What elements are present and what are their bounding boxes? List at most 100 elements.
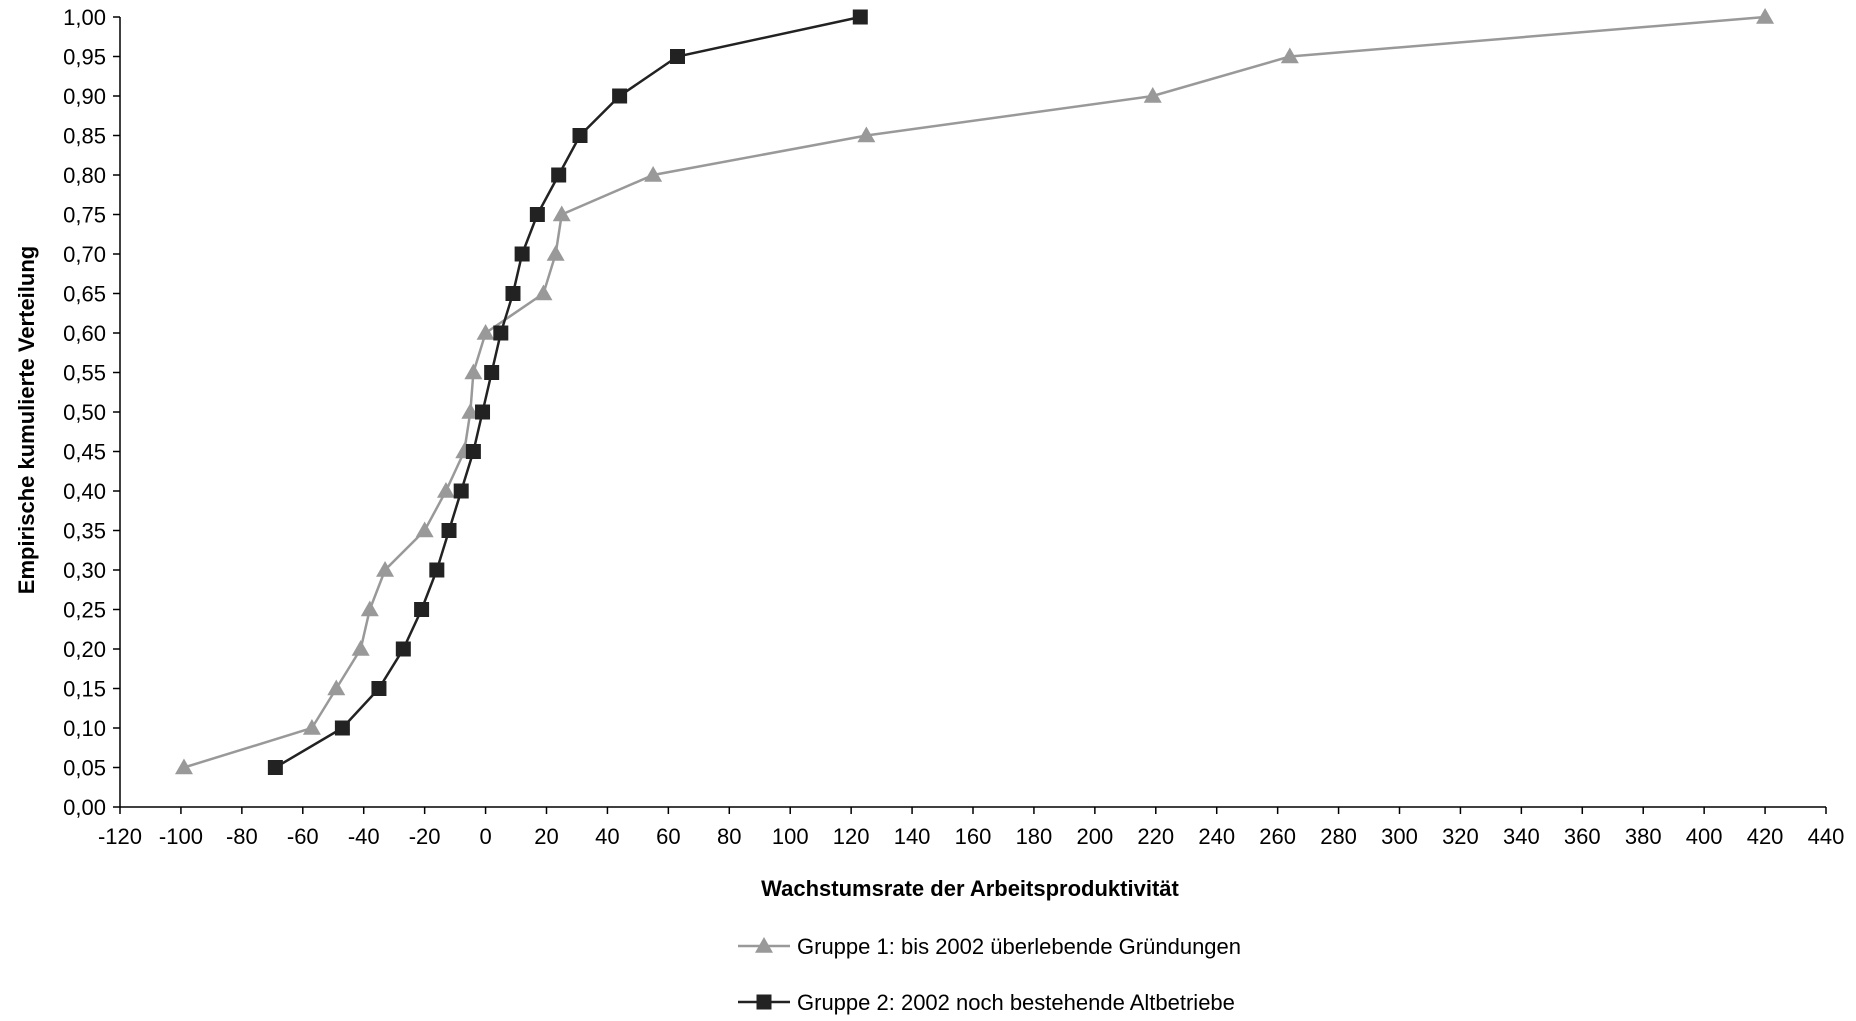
x-tick-label: 360: [1564, 824, 1601, 849]
x-tick-label: 120: [833, 824, 870, 849]
data-point-2: [505, 286, 521, 301]
data-point-2: [371, 681, 387, 696]
x-tick-label: 80: [717, 824, 741, 849]
data-point-1: [644, 166, 663, 182]
y-tick-label: 0,60: [63, 321, 106, 346]
data-point-2: [453, 483, 469, 499]
legend-marker-2: [756, 994, 772, 1010]
series-group-1: [174, 8, 1775, 775]
y-tick-label: 0,55: [63, 361, 106, 386]
data-point-2: [493, 325, 509, 341]
x-tick-label: 100: [772, 824, 809, 849]
data-point-2: [334, 720, 350, 736]
x-tick-label: -40: [348, 824, 380, 849]
data-point-2: [429, 562, 445, 578]
y-tick-label: 0,50: [63, 400, 106, 425]
x-tick-label: 40: [595, 824, 619, 849]
x-tick-label: 60: [656, 824, 680, 849]
data-point-1: [436, 482, 455, 498]
x-tick-label: 20: [534, 824, 558, 849]
y-tick-label: 0,25: [63, 598, 106, 623]
x-tick-label: 180: [1016, 824, 1053, 849]
y-tick-label: 0,85: [63, 124, 106, 149]
x-tick-label: -60: [287, 824, 319, 849]
x-tick-label: 340: [1503, 824, 1540, 849]
x-tick-label: 320: [1442, 824, 1479, 849]
y-tick-label: 0,40: [63, 479, 106, 504]
x-tick-label: -80: [226, 824, 258, 849]
data-point-2: [572, 128, 588, 143]
x-tick-label: 220: [1137, 824, 1174, 849]
legend-marker-1: [755, 937, 773, 953]
x-tick-label: 420: [1747, 824, 1784, 849]
data-point-2: [852, 9, 868, 25]
series-layer: [174, 8, 1775, 775]
x-tick-label: 200: [1076, 824, 1113, 849]
x-tick-label: 400: [1686, 824, 1723, 849]
x-tick-label: 280: [1320, 824, 1357, 849]
data-point-1: [351, 640, 370, 656]
data-point-1: [360, 600, 379, 617]
data-point-1: [546, 245, 565, 261]
data-point-2: [267, 760, 283, 775]
data-point-2: [465, 444, 481, 459]
data-point-1: [552, 205, 571, 222]
y-tick-label: 0,45: [63, 440, 106, 465]
data-point-2: [612, 88, 628, 104]
y-tick-label: 0,70: [63, 242, 106, 267]
x-tick-label: 140: [894, 824, 931, 849]
data-point-1: [415, 521, 434, 538]
x-tick-label: 160: [955, 824, 992, 849]
y-tick-label: 0,20: [63, 637, 106, 662]
x-tick-label: -120: [98, 824, 142, 849]
x-axis-ticks: -120 -100 -80 -60 -40 -20 0 20 40 60 80 100 120 140 16…: [98, 807, 1844, 849]
y-tick-label: 1,00: [63, 5, 106, 30]
y-tick-label: 0,00: [63, 795, 106, 820]
data-point-1: [1756, 8, 1775, 24]
legend-item-1: Gruppe 1: bis 2002 überlebende Gründunge…: [738, 934, 1241, 959]
y-axis-title: Empirische kumulierte Verteilung: [14, 246, 39, 594]
x-tick-label: 0: [479, 824, 491, 849]
y-tick-label: 0,65: [63, 282, 106, 307]
legend-label-2: Gruppe 2: 2002 noch bestehende Altbetrie…: [797, 990, 1235, 1015]
x-tick-label: 380: [1625, 824, 1662, 849]
y-tick-label: 0,10: [63, 716, 106, 741]
data-point-2: [529, 207, 545, 222]
data-point-2: [669, 49, 685, 64]
y-tick-label: 0,80: [63, 163, 106, 188]
x-tick-label: 240: [1198, 824, 1235, 849]
x-tick-label: 300: [1381, 824, 1418, 849]
y-axis-ticks: 0,00 0,05 0,10 0,15 0,20 0,25 0,30 0,35 0,40 0,45…: [63, 5, 120, 820]
series-group-2: [267, 9, 868, 775]
data-point-1: [534, 284, 553, 301]
y-tick-label: 0,90: [63, 84, 106, 109]
y-tick-label: 0,95: [63, 45, 106, 70]
x-tick-label: -100: [159, 824, 203, 849]
y-tick-label: 0,30: [63, 558, 106, 583]
x-tick-label: -20: [409, 824, 441, 849]
series-line-1: [183, 15, 1766, 769]
data-point-1: [1143, 87, 1162, 103]
data-point-2: [395, 641, 411, 657]
data-point-2: [475, 404, 491, 420]
data-point-1: [327, 679, 346, 696]
data-point-1: [476, 324, 495, 340]
legend: Gruppe 1: bis 2002 überlebende Gründunge…: [738, 934, 1241, 1015]
data-point-1: [857, 126, 876, 143]
data-point-2: [514, 246, 530, 262]
data-point-1: [174, 758, 193, 775]
y-tick-label: 0,15: [63, 677, 106, 702]
y-tick-label: 0,75: [63, 203, 106, 228]
data-point-2: [484, 365, 500, 380]
x-axis-title: Wachstumsrate der Arbeitsproduktivität: [761, 876, 1179, 901]
data-point-2: [441, 523, 457, 538]
data-point-1: [302, 719, 321, 735]
data-point-1: [376, 561, 395, 577]
legend-label-1: Gruppe 1: bis 2002 überlebende Gründunge…: [797, 934, 1241, 959]
data-point-1: [464, 363, 483, 380]
data-point-1: [1280, 47, 1299, 64]
x-tick-label: 440: [1808, 824, 1845, 849]
data-point-2: [414, 602, 430, 617]
